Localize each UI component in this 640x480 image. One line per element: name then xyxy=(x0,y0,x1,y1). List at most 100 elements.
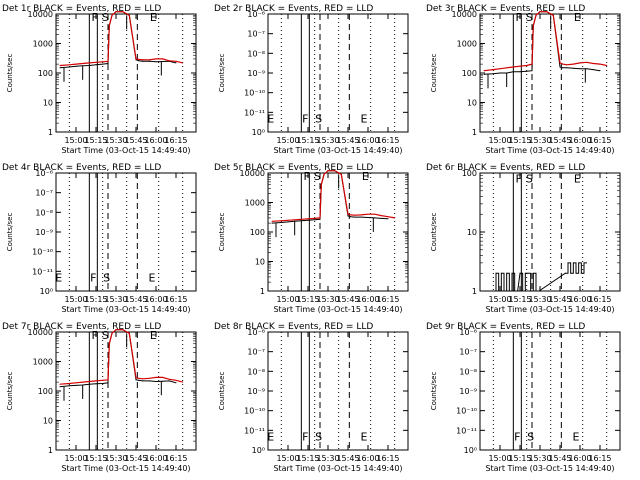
data-point xyxy=(175,379,177,381)
y-tick-label: 10000 xyxy=(240,169,265,178)
x-tick-label: 15:30 xyxy=(316,454,339,463)
data-point xyxy=(142,380,144,382)
x-tick-label: 16:00 xyxy=(144,454,167,463)
data-point xyxy=(566,64,568,66)
plot-frame xyxy=(479,331,621,451)
data-point xyxy=(59,386,61,388)
state-marker-label: E xyxy=(149,271,156,284)
data-point xyxy=(564,272,566,274)
y-tick-label: 10⁻¹¹ xyxy=(244,426,265,435)
y-tick-label: 1000 xyxy=(33,358,53,367)
data-point xyxy=(319,218,321,220)
x-axis-label: Start Time (03-Oct-15 14:49:40) xyxy=(61,146,190,155)
data-point xyxy=(387,216,389,218)
data-point xyxy=(580,272,582,274)
state-marker-label: E xyxy=(362,170,369,183)
x-tick-label: 15:00 xyxy=(64,454,87,463)
data-point xyxy=(88,62,90,64)
x-tick-label: 15:30 xyxy=(104,295,127,304)
y-tick-label: 1 xyxy=(260,287,265,296)
y-tick-label: 10 xyxy=(467,99,477,108)
data-point xyxy=(495,272,497,274)
data-point xyxy=(280,220,282,222)
x-tick-label: 15:30 xyxy=(104,136,127,145)
state-marker-label: F xyxy=(516,173,522,186)
data-point xyxy=(182,62,184,64)
y-tick-label: 10⁻¹¹ xyxy=(456,426,477,435)
lld-series-line xyxy=(271,170,395,222)
detector-panel: Det 2r BLACK = Events, RED = LLD Counts/s… xyxy=(214,4,409,155)
x-tick-label: 15:30 xyxy=(528,295,551,304)
x-tick-label: 15:45 xyxy=(124,295,147,304)
x-tick-label: 15:45 xyxy=(548,454,571,463)
x-tick-label: 16:15 xyxy=(588,295,611,304)
x-tick-label: 15:00 xyxy=(488,136,511,145)
data-point xyxy=(148,377,150,379)
x-tick-label: 15:45 xyxy=(124,454,147,463)
y-tick-label: 10000 xyxy=(28,10,53,19)
x-tick-label: 15:30 xyxy=(104,454,127,463)
lld-series-line xyxy=(59,11,183,67)
data-point xyxy=(88,383,90,385)
state-marker-label: F xyxy=(302,430,308,443)
data-point xyxy=(519,65,521,67)
data-point xyxy=(95,380,97,382)
data-point xyxy=(499,68,501,70)
data-point xyxy=(367,213,369,215)
data-point xyxy=(168,380,170,382)
data-point xyxy=(599,70,601,72)
x-tick-label: 15:00 xyxy=(276,454,299,463)
y-tick-label: 10⁻⁶ xyxy=(247,328,265,337)
y-axis-label: Counts/sec xyxy=(430,213,438,252)
y-tick-label: 10⁻⁷ xyxy=(247,30,265,39)
x-axis-label: Start Time (03-Oct-15 14:49:40) xyxy=(273,305,402,314)
data-point xyxy=(155,376,157,378)
data-point xyxy=(354,216,356,218)
y-tick-label: 1 xyxy=(48,128,53,137)
data-point xyxy=(514,290,516,292)
panel-title: Det 5r BLACK = Events, RED = LLD xyxy=(214,163,373,173)
x-tick-label: 15:30 xyxy=(316,136,339,145)
data-point xyxy=(162,376,164,378)
data-point xyxy=(575,272,577,274)
state-marker-label: E xyxy=(150,329,157,342)
data-point xyxy=(68,64,70,66)
data-point xyxy=(300,220,302,222)
state-marker-label: S xyxy=(315,430,322,443)
x-tick-label: 16:15 xyxy=(376,454,399,463)
data-point xyxy=(532,272,534,274)
x-tick-label: 15:15 xyxy=(508,136,531,145)
x-tick-label: 16:00 xyxy=(568,136,591,145)
data-point xyxy=(512,66,514,68)
x-axis-label: Start Time (03-Oct-15 14:49:40) xyxy=(485,464,614,473)
y-tick-label: 10⁰ xyxy=(252,446,265,455)
data-point xyxy=(128,332,130,334)
data-point xyxy=(374,217,376,219)
state-marker-label: F xyxy=(302,112,308,125)
x-axis-label: Start Time (03-Oct-15 14:49:40) xyxy=(61,464,190,473)
x-tick-label: 15:15 xyxy=(296,295,319,304)
data-point xyxy=(107,379,109,381)
x-tick-label: 15:15 xyxy=(84,454,107,463)
data-point xyxy=(115,329,117,331)
data-point xyxy=(75,65,77,67)
data-point xyxy=(88,64,90,66)
data-point xyxy=(570,272,572,274)
data-point xyxy=(567,262,569,264)
data-point xyxy=(142,378,144,380)
y-tick-label: 10⁻¹⁰ xyxy=(32,248,53,257)
y-tick-label: 10⁰ xyxy=(40,287,53,296)
data-point xyxy=(138,60,140,62)
data-point xyxy=(367,217,369,219)
y-axis-label: Counts/sec xyxy=(430,54,438,93)
x-axis-label: Start Time (03-Oct-15 14:49:40) xyxy=(273,464,402,473)
state-marker-label: F xyxy=(92,329,98,342)
detector-panel: Det 4r BLACK = Events, RED = LLD Counts/s… xyxy=(2,163,197,314)
data-point xyxy=(492,69,494,71)
panel-title: Det 2r BLACK = Events, RED = LLD xyxy=(214,4,373,14)
panel-title: Det 4r BLACK = Events, RED = LLD xyxy=(2,163,161,173)
x-tick-label: 15:15 xyxy=(508,295,531,304)
y-tick-label: 10⁻⁸ xyxy=(247,367,265,376)
data-point xyxy=(599,63,601,65)
data-point xyxy=(592,69,594,71)
